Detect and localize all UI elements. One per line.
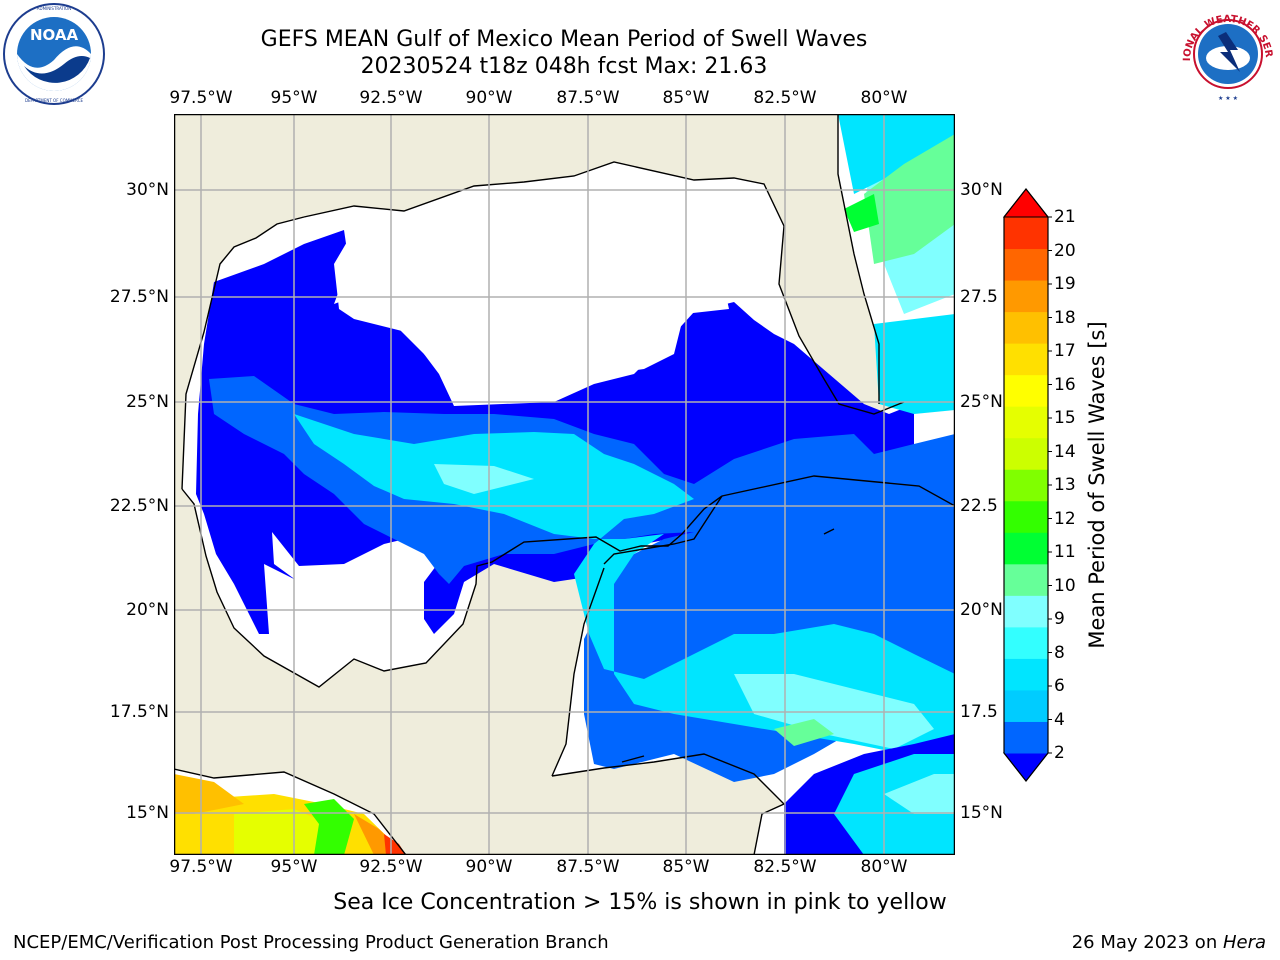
colorbar-segment xyxy=(1004,437,1048,470)
colorbar-segment xyxy=(1004,563,1048,596)
footer-date-text: 26 May 2023 on xyxy=(1071,932,1223,953)
colorbar-tick-label: 6 xyxy=(1054,676,1065,696)
colorbar-tick-label: 16 xyxy=(1054,374,1076,395)
svg-text:★ ★ ★: ★ ★ ★ xyxy=(1218,95,1238,102)
colorbar-tick-label: 9 xyxy=(1054,609,1065,629)
swell-band-6-8 xyxy=(838,114,955,194)
colorbar-segment xyxy=(1004,658,1048,691)
colorbar-segment xyxy=(1004,469,1048,502)
footer-branch: NCEP/EMC/Verification Post Processing Pr… xyxy=(13,932,609,953)
chart-title: GEFS MEAN Gulf of Mexico Mean Period of … xyxy=(260,27,868,52)
swell-band-9-10 xyxy=(774,719,834,746)
colorbar-label: Mean Period of Swell Waves [s] xyxy=(1085,321,1109,649)
colorbar-tick-label: 12 xyxy=(1054,508,1076,529)
lon-label-bottom: 85°W xyxy=(662,857,710,877)
colorbar-tick-label: 4 xyxy=(1054,709,1065,730)
colorbar-tick-label: 10 xyxy=(1054,575,1076,596)
svg-text:ADMINISTRATION: ADMINISTRATION xyxy=(37,6,71,11)
colorbar-segment xyxy=(1004,406,1048,439)
colorbar-segment xyxy=(1004,280,1048,313)
lon-label-top: 97.5°W xyxy=(169,88,233,108)
colorbar-tick-label: 13 xyxy=(1054,475,1076,495)
pacific-swell-17-18 xyxy=(174,774,244,814)
footer-machine: Hera xyxy=(1222,932,1266,953)
lat-label-left: 30°N xyxy=(126,180,169,200)
lon-label-bottom: 87.5°W xyxy=(556,857,620,877)
lon-label-bottom: 82.5°W xyxy=(753,857,817,877)
colorbar-tick-label: 11 xyxy=(1054,542,1076,562)
swell-band-10-11 xyxy=(844,194,879,232)
colorbar-tick-label: 17 xyxy=(1054,341,1076,361)
swell-band-6-8 xyxy=(294,414,955,754)
colorbar-segment xyxy=(1004,248,1048,281)
lon-label-bottom: 90°W xyxy=(465,857,513,877)
swell-gap xyxy=(272,532,436,586)
lat-label-right: 30°N xyxy=(960,180,1003,200)
colorbar-tick-label: 21 xyxy=(1054,207,1076,227)
colorbar-tick-label: 8 xyxy=(1054,642,1065,663)
svg-text:DEPARTMENT OF COMMERCE: DEPARTMENT OF COMMERCE xyxy=(25,98,84,103)
lat-label-right: 20°N xyxy=(960,600,1003,620)
map-panel xyxy=(174,114,955,855)
chart-subtitle: 20230524 t18z 048h fcst Max: 21.63 xyxy=(360,54,768,79)
colorbar-segment xyxy=(1004,689,1048,722)
noaa-logo: NOAA ADMINISTRATION DEPARTMENT OF COMMER… xyxy=(3,3,105,105)
footer-date: 26 May 2023 on Hera xyxy=(1072,932,1266,953)
colorbar-segment xyxy=(1004,721,1048,754)
colorbar-arrow-low xyxy=(1002,752,1050,782)
colorbar-segment xyxy=(1004,626,1048,659)
lat-label-left: 27.5°N xyxy=(109,287,169,307)
swell-band-8-9 xyxy=(884,774,955,814)
swell-band-9-10 xyxy=(864,134,955,264)
lat-label-right: 22.5 xyxy=(960,496,998,516)
noaa-logo-text: NOAA xyxy=(30,26,79,44)
colorbar-segment xyxy=(1004,343,1048,376)
lon-label-top: 95°W xyxy=(270,88,318,108)
colorbar-segment xyxy=(1004,374,1048,407)
swell-band-8-9 xyxy=(434,464,534,494)
sea-ice-note: Sea Ice Concentration > 15% is shown in … xyxy=(333,890,947,915)
lat-label-left: 25°N xyxy=(126,392,169,412)
nws-logo: NATIONAL WEATHER SERVICE ★ ★ ★ xyxy=(1176,2,1276,102)
lon-label-top: 82.5°W xyxy=(753,88,817,108)
map-frame xyxy=(174,114,955,855)
colorbar-segment xyxy=(1004,500,1048,533)
swell-gap xyxy=(334,224,729,394)
lat-label-left: 22.5°N xyxy=(109,496,169,516)
colorbar xyxy=(1002,188,1052,782)
lon-label-bottom: 80°W xyxy=(860,857,908,877)
colorbar-tick-label: 20 xyxy=(1054,240,1076,261)
lon-label-bottom: 97.5°W xyxy=(169,857,233,877)
lat-label-left: 17.5°N xyxy=(109,702,169,722)
lon-label-top: 92.5°W xyxy=(359,88,423,108)
lon-label-top: 90°W xyxy=(465,88,513,108)
lon-label-bottom: 95°W xyxy=(270,857,318,877)
lat-label-left: 15°N xyxy=(126,803,169,823)
lat-label-left: 20°N xyxy=(126,600,169,620)
colorbar-arrow-high xyxy=(1002,188,1050,218)
swell-band-6-8 xyxy=(874,314,955,414)
colorbar-tick-label: 14 xyxy=(1054,441,1076,462)
pacific-swell-15-16 xyxy=(234,809,324,855)
colorbar-segment xyxy=(1004,217,1048,250)
colorbar-segment xyxy=(1004,311,1048,344)
colorbar-segment xyxy=(1004,532,1048,565)
pacific-swell-20-21 xyxy=(384,834,406,855)
lat-label-right: 17.5 xyxy=(960,702,998,722)
colorbar-segment xyxy=(1004,595,1048,628)
lon-label-top: 85°W xyxy=(662,88,710,108)
lon-label-bottom: 92.5°W xyxy=(359,857,423,877)
colorbar-tick-label: 18 xyxy=(1054,307,1076,328)
lon-label-top: 87.5°W xyxy=(556,88,620,108)
colorbar-tick-label: 2 xyxy=(1054,743,1065,763)
lon-label-top: 80°W xyxy=(860,88,908,108)
colorbar-tick-label: 19 xyxy=(1054,274,1076,294)
colorbar-tick-label: 15 xyxy=(1054,408,1076,428)
lat-label-right: 25°N xyxy=(960,392,1003,412)
lat-label-right: 27.5 xyxy=(960,287,998,307)
map-gridlines xyxy=(174,114,955,855)
lat-label-right: 15°N xyxy=(960,803,1003,823)
